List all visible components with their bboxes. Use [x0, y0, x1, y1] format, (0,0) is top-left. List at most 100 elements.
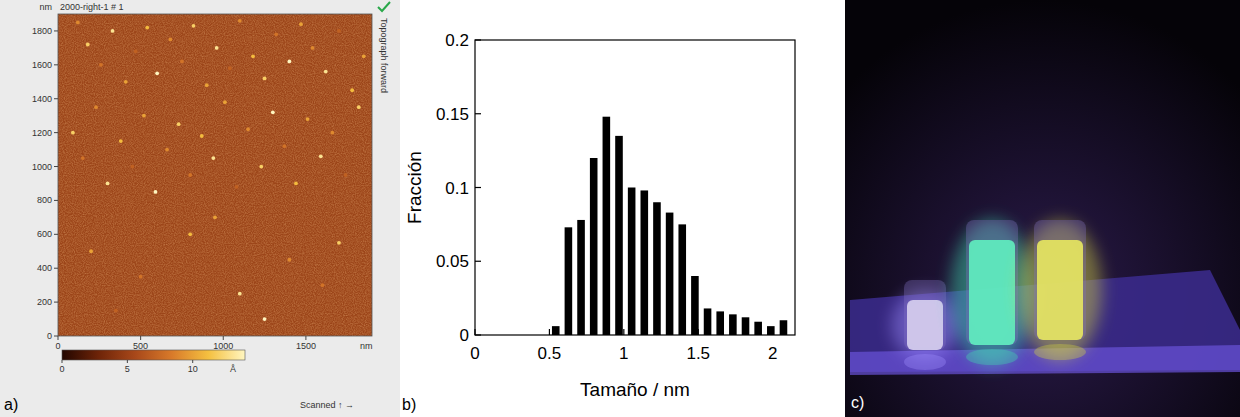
y-tick [54, 98, 58, 99]
afm-spot [350, 88, 354, 92]
panel-label: b) [402, 396, 416, 413]
afm-spot [192, 24, 196, 28]
afm-spot [180, 60, 184, 64]
vial-liquid [907, 300, 943, 350]
afm-spot [274, 32, 278, 36]
plot-frame [475, 40, 795, 335]
x-tick-label: 2 [768, 344, 777, 363]
afm-spot [306, 117, 310, 121]
histogram-bar [666, 213, 674, 335]
afm-spot [165, 148, 169, 152]
afm-spot [177, 122, 181, 126]
y-tick [54, 268, 58, 269]
y-tick-label: 0.15 [436, 105, 469, 124]
x-tick [58, 336, 59, 340]
x-tick [623, 329, 624, 335]
vial-reflection [1034, 344, 1086, 360]
afm-spot [168, 38, 172, 42]
x-tick-label: 1.5 [686, 344, 710, 363]
x-tick-label: 1000 [213, 341, 233, 351]
figure: 0200400600800100012001400160018000500100… [0, 0, 1240, 417]
x-tick-label: 0 [55, 341, 60, 351]
afm-spot [215, 46, 219, 50]
y-tick-label: 400 [37, 263, 52, 273]
channel-label: Topograph forward [379, 18, 389, 93]
vial-reflection [966, 349, 1018, 365]
afm-spot [259, 165, 263, 169]
afm-spot [145, 26, 149, 30]
y-axis-title: nm [39, 2, 52, 12]
x-tick [549, 329, 550, 335]
afm-spot [357, 105, 361, 109]
y-tick-label: 1400 [32, 94, 52, 104]
afm-spot [324, 70, 328, 74]
afm-spot [111, 29, 115, 33]
y-tick [54, 30, 58, 31]
histogram-bars [552, 117, 787, 335]
histogram-bar [704, 308, 712, 335]
y-tick [54, 336, 58, 337]
afm-spot [86, 43, 90, 47]
afm-spot [263, 77, 267, 81]
x-tick-label: 1 [619, 344, 628, 363]
x-axis-title: Tamaño / nm [580, 379, 690, 400]
histogram-bar [678, 224, 686, 335]
afm-spot [337, 29, 341, 33]
vial-glow [1018, 220, 1101, 360]
afm-spot [114, 309, 118, 313]
afm-spot [228, 66, 232, 70]
vial-liquid [969, 240, 1015, 345]
histogram-bar [754, 322, 762, 335]
x-tick [474, 329, 475, 335]
afm-spot [238, 292, 242, 296]
afm-spot [344, 173, 348, 177]
afm-spot [238, 19, 242, 23]
afm-spot [205, 83, 209, 87]
afm-spot [139, 275, 143, 279]
x-tick-label: 0 [470, 344, 479, 363]
colorbar-tick [127, 360, 128, 363]
afm-frame [58, 14, 372, 336]
y-tick [54, 132, 58, 133]
histogram-bar [716, 311, 724, 335]
afm-spot [319, 154, 323, 158]
x-tick [698, 329, 699, 335]
histogram-bar [552, 326, 560, 335]
afm-spots [71, 19, 366, 321]
vial-glow [891, 290, 958, 360]
afm-spot [211, 156, 215, 160]
vial-liquid [1037, 240, 1083, 340]
panel-label: c) [851, 394, 864, 411]
y-tick [475, 39, 481, 40]
y-tick [54, 200, 58, 201]
histogram-bar [691, 276, 699, 335]
afm-spot [223, 100, 227, 104]
afm-texture [58, 14, 372, 336]
y-tick [54, 64, 58, 65]
x-tick [305, 336, 306, 340]
colorbar-tick [192, 360, 193, 363]
afm-spot [330, 131, 334, 135]
y-tick [54, 302, 58, 303]
histogram-bar [742, 317, 750, 335]
afm-ground [58, 14, 372, 336]
photo-background [845, 0, 1240, 417]
afm-spot [106, 182, 110, 186]
afm-spot [89, 249, 93, 253]
y-tick-label: 1600 [32, 60, 52, 70]
afm-spot [337, 241, 341, 245]
afm-spot [287, 60, 291, 64]
afm-spot [142, 114, 146, 118]
afm-spot [287, 258, 291, 262]
colorbar-tick-label: 10 [188, 364, 198, 374]
afm-spot [283, 144, 287, 148]
y-tick-label: 200 [37, 297, 52, 307]
afm-spot [134, 49, 138, 53]
y-tick [54, 166, 58, 167]
histogram-bar [729, 314, 737, 335]
afm-spot [124, 80, 128, 84]
vial-glass [966, 220, 1018, 345]
y-tick [475, 187, 481, 188]
colorbar-label: Å [230, 364, 236, 374]
histogram-bar [603, 117, 611, 335]
